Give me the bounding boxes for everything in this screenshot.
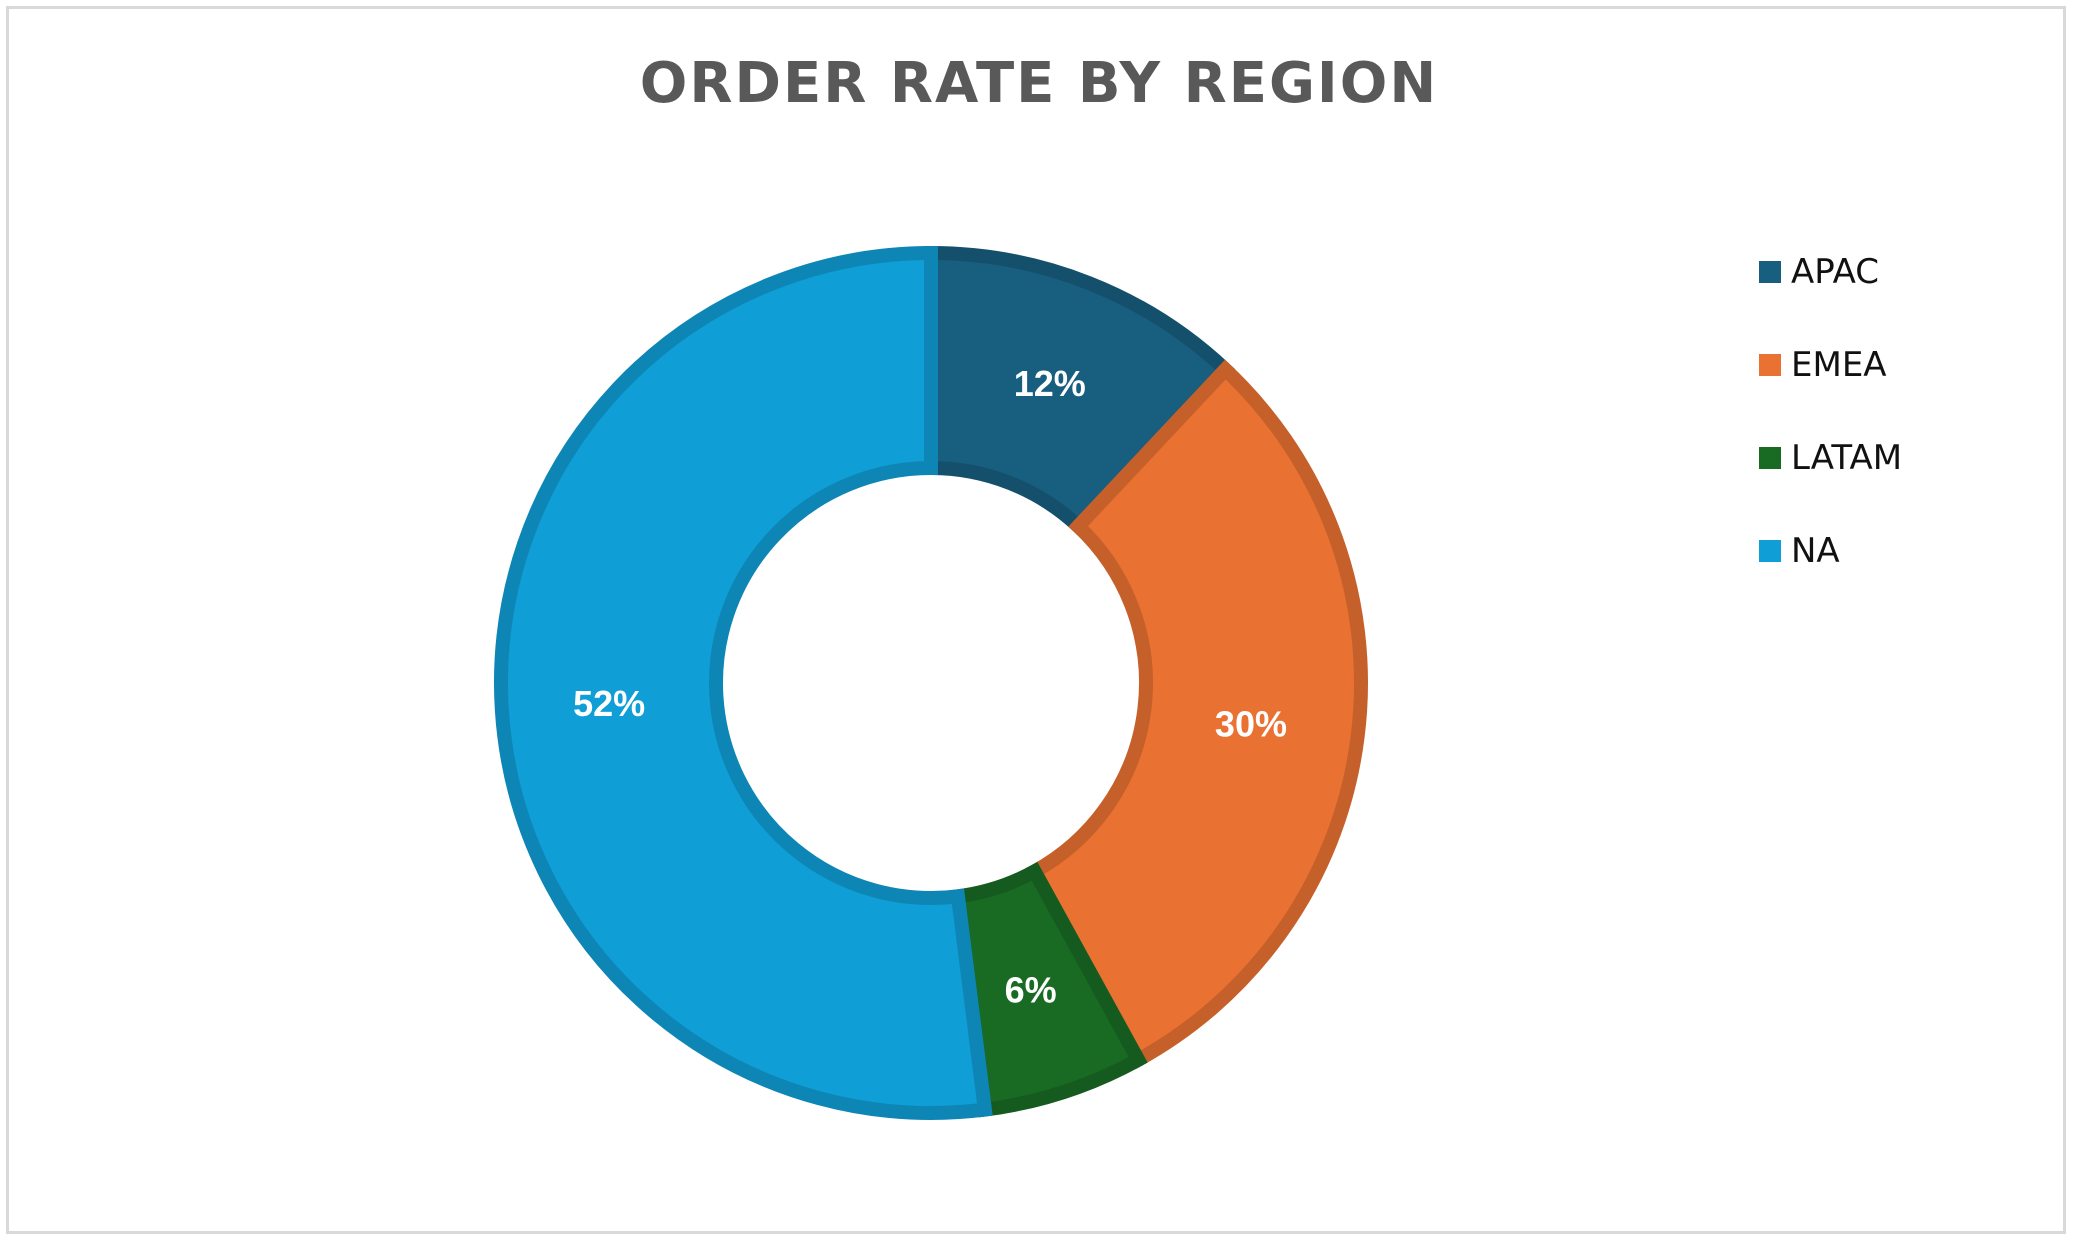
chart-legend: APAC EMEA LATAM NA — [1759, 249, 1902, 621]
donut-slice-apac — [924, 245, 1236, 537]
legend-swatch-apac — [1759, 261, 1781, 283]
legend-label-latam: LATAM — [1791, 438, 1903, 478]
chart-frame: ORDER RATE BY REGION 12% 30% 6% 52% APAC EME… — [6, 6, 2066, 1234]
legend-swatch-na — [1759, 540, 1781, 562]
data-label-apac: 12% — [1014, 363, 1086, 404]
legend-swatch-emea — [1759, 354, 1781, 376]
legend-item-na: NA — [1759, 528, 1902, 574]
donut-slice-emea — [1025, 359, 1368, 1070]
data-label-latam: 6% — [1005, 970, 1057, 1011]
donut-chart: 12% 30% 6% 52% — [494, 245, 1368, 1120]
legend-item-latam: LATAM — [1759, 435, 1902, 481]
legend-label-emea: EMEA — [1791, 345, 1887, 385]
donut-slice-na — [494, 245, 993, 1120]
chart-title: ORDER RATE BY REGION — [639, 51, 1439, 116]
legend-item-apac: APAC — [1759, 249, 1902, 295]
data-label-emea: 30% — [1215, 703, 1287, 744]
legend-swatch-latam — [1759, 447, 1781, 469]
legend-label-na: NA — [1791, 531, 1840, 571]
legend-label-apac: APAC — [1791, 252, 1879, 292]
data-label-na: 52% — [573, 683, 645, 724]
legend-item-emea: EMEA — [1759, 342, 1902, 388]
